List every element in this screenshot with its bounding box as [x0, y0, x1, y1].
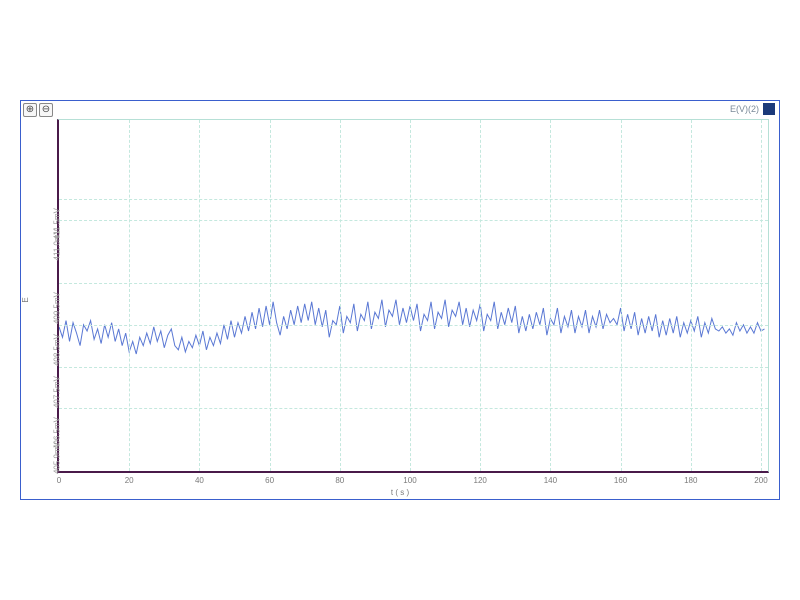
zoom-in-button[interactable]: ⊕: [23, 103, 37, 117]
chart-toolbar: ⊕ ⊖: [23, 103, 53, 117]
y-axis-label: E: [21, 297, 30, 302]
x-tick-label: 180: [684, 476, 697, 485]
chart-legend: E(V)(2): [730, 103, 775, 115]
grid-line-horizontal: [59, 325, 768, 326]
data-trace: [59, 120, 768, 471]
plot-area: 020406080100120140160180200405.9mV406.5m…: [57, 119, 769, 473]
x-tick-label: 20: [125, 476, 134, 485]
chart-frame: ⊕ ⊖ E(V)(2) 0204060801001201401601802004…: [20, 100, 780, 500]
y-tick-label: 409.5mV: [53, 292, 62, 332]
grid-line-vertical: [621, 120, 622, 471]
series-line: [59, 300, 764, 354]
x-tick-label: 80: [335, 476, 344, 485]
grid-line-vertical: [270, 120, 271, 471]
x-tick-label: 40: [195, 476, 204, 485]
y-tick-label: 408.5mV: [53, 334, 62, 374]
x-tick-label: 120: [474, 476, 487, 485]
grid-line-vertical: [410, 120, 411, 471]
y-tick-label: 411.5mV: [53, 208, 62, 248]
x-tick-label: 200: [754, 476, 767, 485]
grid-line-horizontal: [59, 408, 768, 409]
grid-line-vertical: [550, 120, 551, 471]
x-tick-label: 60: [265, 476, 274, 485]
grid-line-vertical: [199, 120, 200, 471]
y-tick-label: 407.5mV: [53, 376, 62, 416]
plot-inner: 020406080100120140160180200405.9mV406.5m…: [59, 120, 768, 471]
legend-label: E(V)(2): [730, 104, 759, 114]
grid-line-horizontal: [59, 367, 768, 368]
legend-swatch: [763, 103, 775, 115]
zoom-out-button[interactable]: ⊖: [39, 103, 53, 117]
grid-line-horizontal: [59, 283, 768, 284]
grid-line-vertical: [129, 120, 130, 471]
grid-line-vertical: [691, 120, 692, 471]
x-axis-label: t ( s ): [391, 488, 409, 497]
x-tick-label: 140: [544, 476, 557, 485]
x-tick-label: 100: [403, 476, 416, 485]
grid-line-horizontal: [59, 220, 768, 221]
y-tick-label: 406.5mV: [53, 417, 62, 457]
grid-line-vertical: [761, 120, 762, 471]
grid-line-vertical: [480, 120, 481, 471]
x-tick-label: 160: [614, 476, 627, 485]
grid-line-horizontal: [59, 199, 768, 200]
grid-line-vertical: [340, 120, 341, 471]
